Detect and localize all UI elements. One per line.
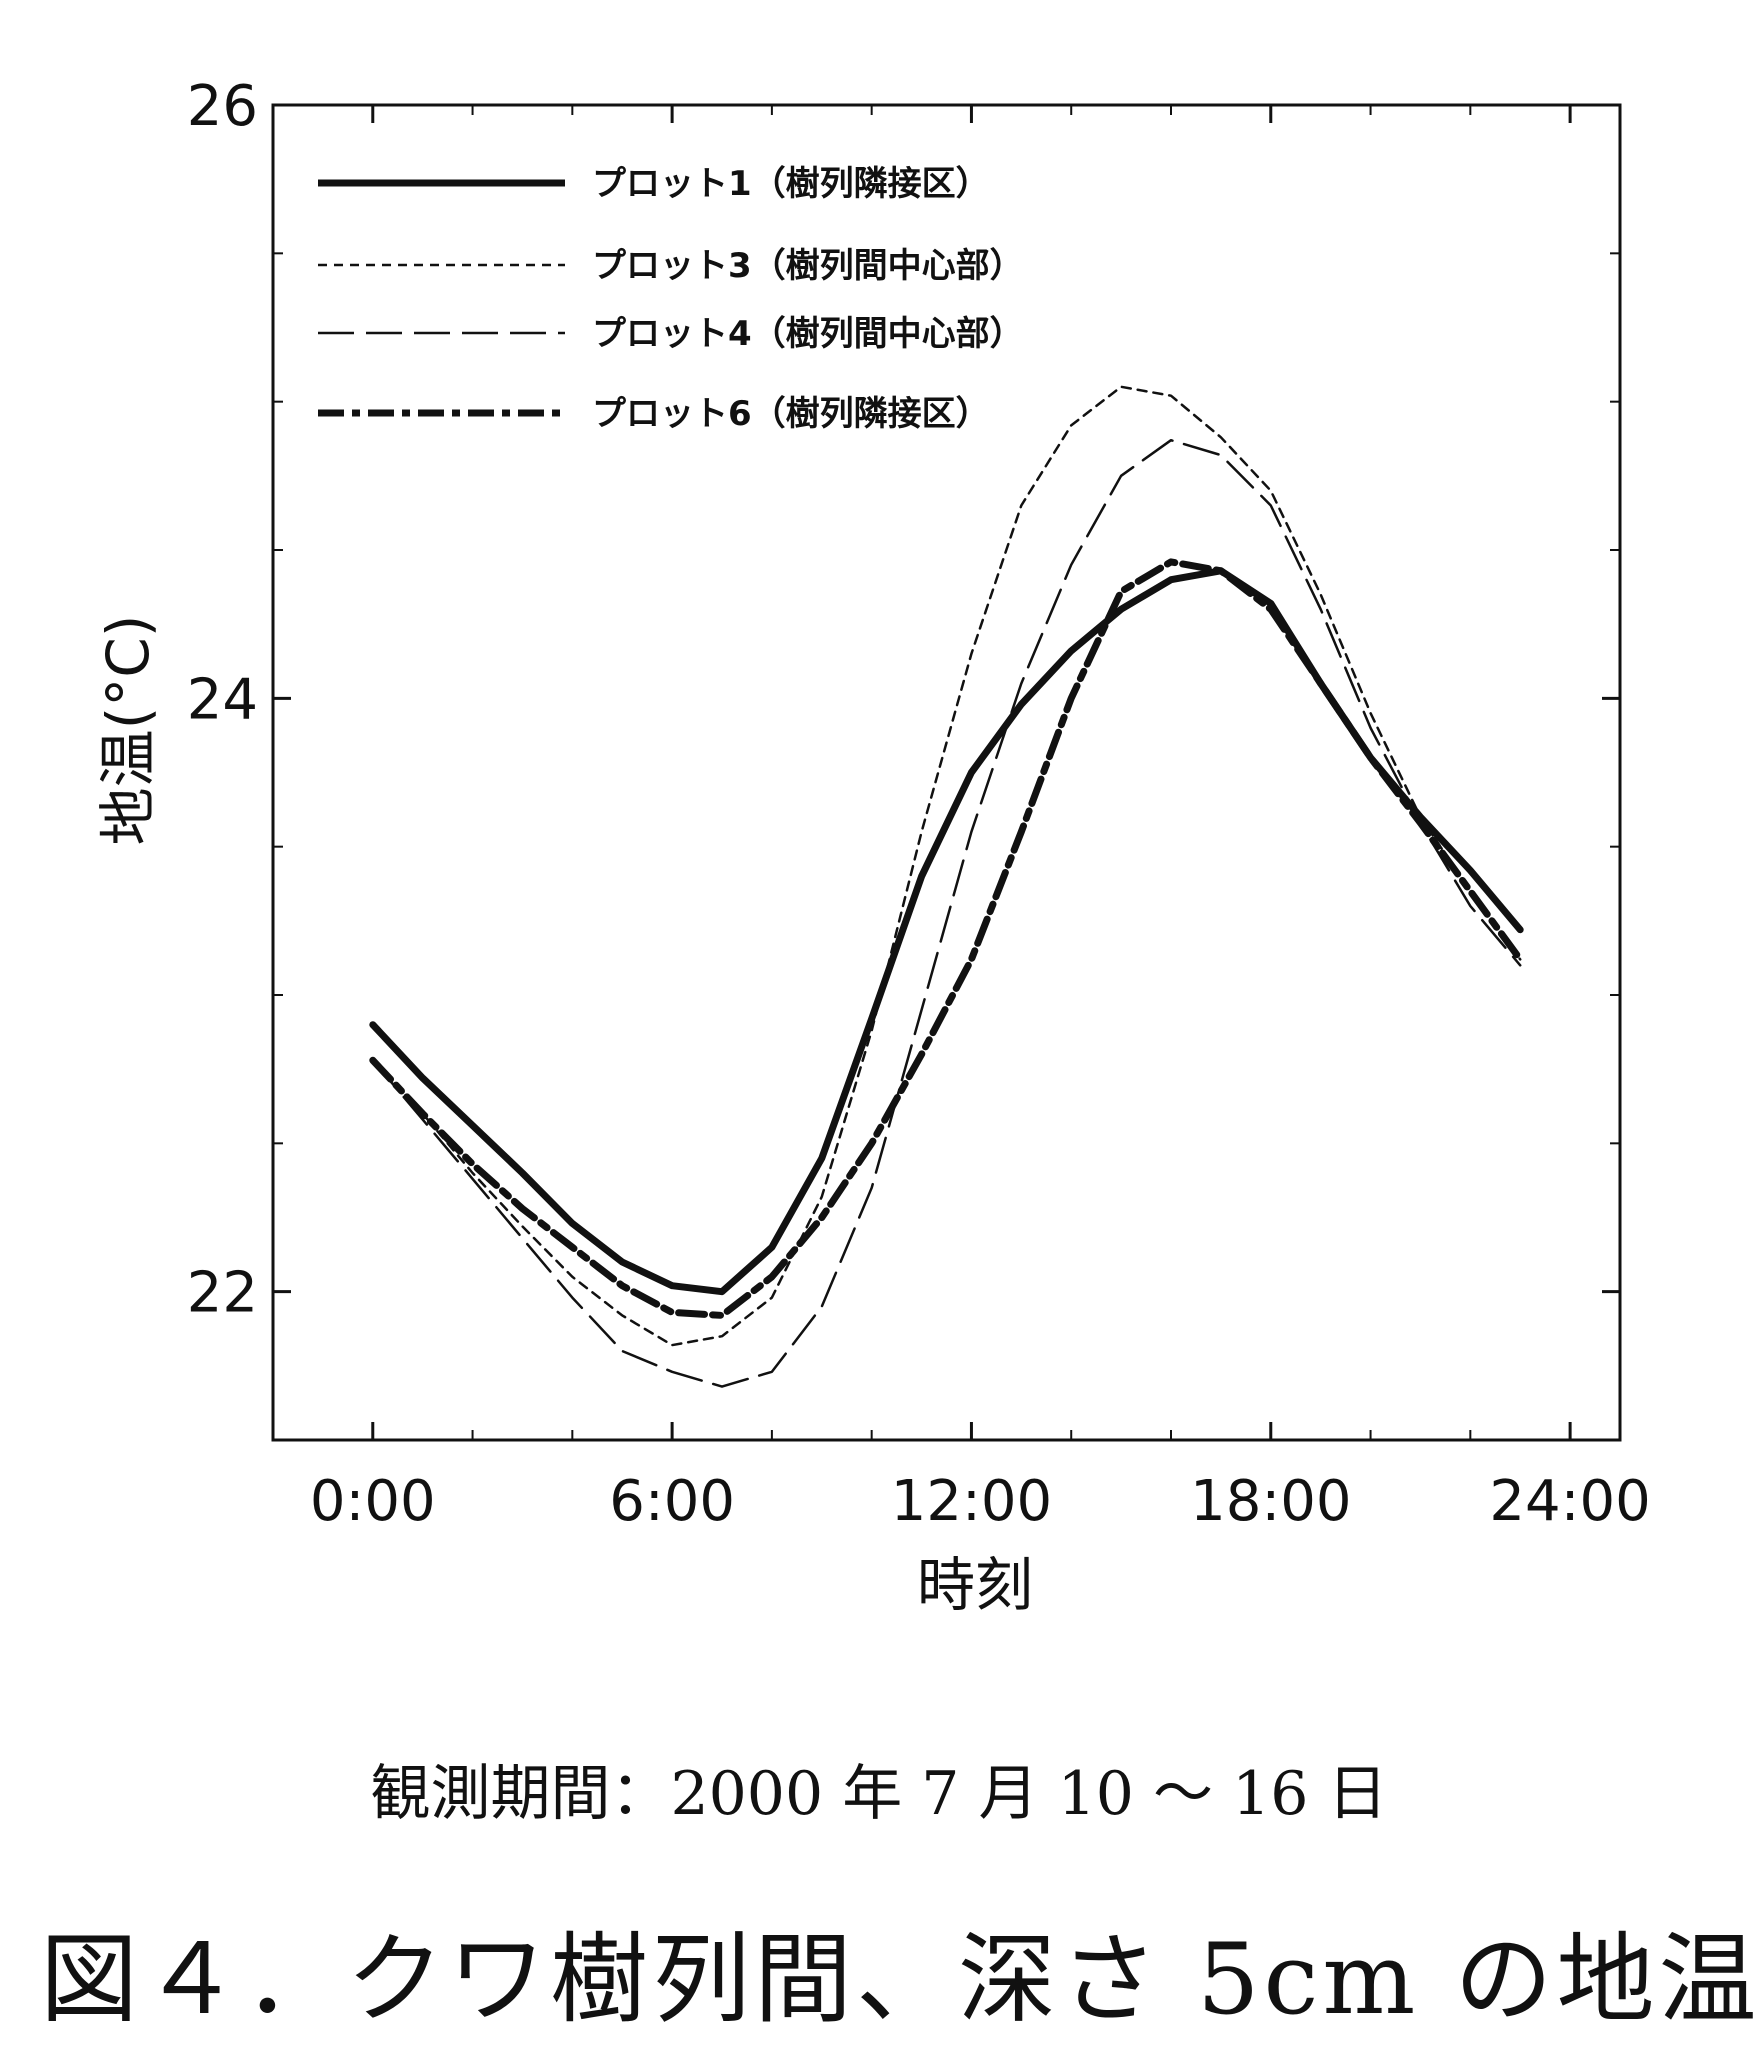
- x-tick-label: 24:00: [1489, 1469, 1650, 1534]
- series-line-4: [369, 558, 1524, 1319]
- y-tick-label: 24: [187, 667, 258, 732]
- legend-label-2: プロット3（樹列間中心部）: [592, 246, 1024, 286]
- y-tick-label: 26: [187, 74, 258, 139]
- y-axis-title: 地温(°C): [94, 615, 162, 846]
- x-tick-label: 0:00: [310, 1469, 436, 1534]
- y-tick-label: 22: [187, 1261, 258, 1326]
- series-line-3: [371, 438, 1522, 1388]
- series-line-1: [369, 567, 1524, 1296]
- legend-label-3: プロット4（樹列間中心部）: [592, 314, 1024, 354]
- series-line-2: [371, 385, 1522, 1347]
- figure-caption: 図４．クワ樹列間、深さ 5cm の地温: [40, 1923, 1758, 2037]
- plot-frame: [271, 103, 1622, 1442]
- legend-label-4: プロット6（樹列隣接区）: [592, 394, 990, 434]
- x-axis-title: 時刻: [917, 1551, 1033, 1619]
- observation-period: 観測期間：2000 年 7 月 10 〜 16 日: [370, 1759, 1388, 1829]
- x-tick-label: 12:00: [891, 1469, 1052, 1534]
- legend-label-1: プロット1（樹列隣接区）: [592, 164, 990, 204]
- x-tick-label: 18:00: [1190, 1469, 1351, 1534]
- soil-temperature-chart: 0:00 6:00 12:00 18:00 24:00 22 24 26 プロット1（樹列隣接…: [94, 74, 1651, 1619]
- x-tick-label: 6:00: [609, 1469, 735, 1534]
